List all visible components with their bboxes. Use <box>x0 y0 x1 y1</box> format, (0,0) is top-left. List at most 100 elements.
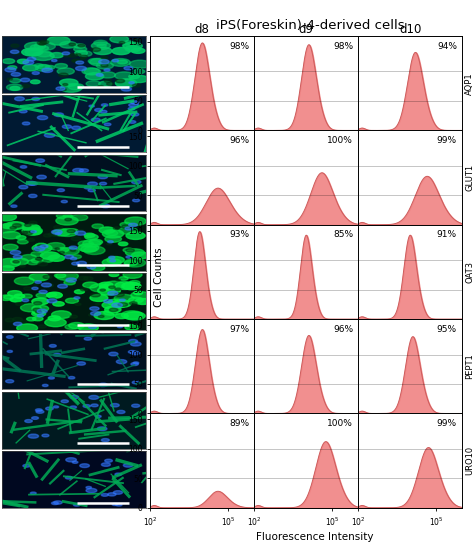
Circle shape <box>8 291 22 296</box>
Circle shape <box>115 473 122 476</box>
Circle shape <box>115 79 137 87</box>
Circle shape <box>1 224 15 229</box>
Circle shape <box>13 260 19 263</box>
Circle shape <box>116 360 127 364</box>
Circle shape <box>95 108 102 112</box>
Circle shape <box>0 225 17 233</box>
Circle shape <box>110 36 128 43</box>
Circle shape <box>83 282 98 288</box>
Circle shape <box>61 248 79 255</box>
Circle shape <box>72 262 79 265</box>
Circle shape <box>64 280 75 285</box>
Circle shape <box>115 288 121 290</box>
Circle shape <box>57 189 64 191</box>
Circle shape <box>79 265 87 268</box>
Circle shape <box>37 51 52 57</box>
Circle shape <box>107 243 112 245</box>
Circle shape <box>115 72 134 79</box>
Text: URO10: URO10 <box>465 446 474 475</box>
Text: Fluorescence Intensity: Fluorescence Intensity <box>256 532 374 542</box>
Title: d10: d10 <box>399 23 421 36</box>
Circle shape <box>100 182 107 185</box>
Circle shape <box>101 56 108 59</box>
Circle shape <box>32 417 38 420</box>
Circle shape <box>124 67 133 70</box>
Circle shape <box>48 316 61 321</box>
Circle shape <box>66 278 76 282</box>
Text: 94%: 94% <box>437 42 457 51</box>
Circle shape <box>26 181 36 185</box>
Circle shape <box>78 244 99 252</box>
Circle shape <box>42 258 53 263</box>
Circle shape <box>72 214 88 220</box>
Circle shape <box>75 51 87 56</box>
Circle shape <box>101 493 108 496</box>
Circle shape <box>32 298 49 305</box>
Circle shape <box>131 362 138 366</box>
Circle shape <box>122 225 130 228</box>
Circle shape <box>98 175 108 179</box>
Circle shape <box>59 251 64 254</box>
Circle shape <box>88 58 102 64</box>
Text: PEPT1: PEPT1 <box>465 354 474 379</box>
Circle shape <box>32 244 52 252</box>
Circle shape <box>97 427 107 431</box>
Circle shape <box>75 66 86 70</box>
Circle shape <box>105 230 118 235</box>
Title: d8: d8 <box>195 23 210 36</box>
Circle shape <box>61 84 82 92</box>
Circle shape <box>6 221 25 229</box>
Circle shape <box>75 303 81 305</box>
Circle shape <box>74 297 80 299</box>
Circle shape <box>128 223 137 226</box>
Circle shape <box>61 200 67 203</box>
Circle shape <box>64 255 73 259</box>
Circle shape <box>22 122 30 125</box>
Circle shape <box>10 226 16 229</box>
Circle shape <box>50 53 64 58</box>
Circle shape <box>1 231 20 239</box>
Circle shape <box>32 52 54 60</box>
Circle shape <box>72 126 81 129</box>
Text: 100%: 100% <box>327 136 353 145</box>
Circle shape <box>135 299 150 305</box>
Circle shape <box>55 248 60 250</box>
Circle shape <box>22 227 42 235</box>
Circle shape <box>130 75 148 83</box>
Circle shape <box>115 282 135 290</box>
Circle shape <box>53 302 64 306</box>
Circle shape <box>68 84 84 90</box>
Text: 93%: 93% <box>229 230 249 239</box>
Circle shape <box>88 189 95 191</box>
Circle shape <box>37 245 46 248</box>
Circle shape <box>99 81 112 87</box>
Text: 95%: 95% <box>437 325 457 334</box>
Circle shape <box>20 265 25 267</box>
Circle shape <box>123 41 133 45</box>
Circle shape <box>13 255 22 259</box>
Circle shape <box>66 458 76 462</box>
Text: 96%: 96% <box>229 136 249 145</box>
Circle shape <box>125 227 133 230</box>
Circle shape <box>129 120 136 123</box>
Circle shape <box>38 262 48 266</box>
Circle shape <box>109 273 119 276</box>
Circle shape <box>112 303 122 307</box>
Circle shape <box>104 79 111 82</box>
Circle shape <box>78 230 84 233</box>
Circle shape <box>28 194 37 198</box>
Circle shape <box>128 108 135 110</box>
Circle shape <box>109 308 118 311</box>
Circle shape <box>84 246 105 255</box>
Circle shape <box>34 246 45 251</box>
Circle shape <box>102 259 121 266</box>
Circle shape <box>99 315 104 317</box>
Circle shape <box>131 291 150 299</box>
Circle shape <box>92 224 103 229</box>
Circle shape <box>86 486 91 488</box>
Title: d9: d9 <box>299 23 314 36</box>
Circle shape <box>10 87 20 90</box>
Circle shape <box>19 110 27 113</box>
Circle shape <box>24 287 32 290</box>
Circle shape <box>101 204 110 208</box>
